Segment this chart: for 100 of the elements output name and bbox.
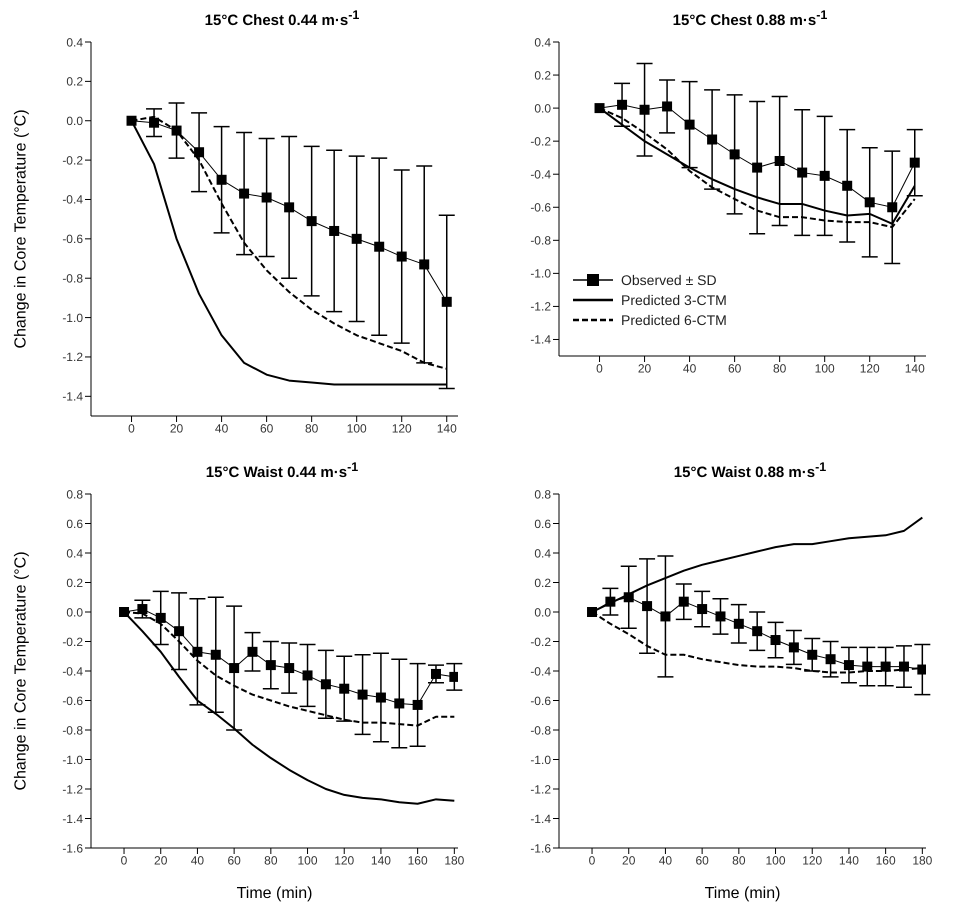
- x-tick-label: 140: [904, 362, 926, 376]
- point: [192, 646, 202, 657]
- point: [697, 604, 708, 614]
- x-tick-label: 20: [154, 854, 168, 868]
- y-tick-label: 0.8: [66, 487, 84, 502]
- point: [216, 174, 227, 185]
- y-tick-label: -1.2: [62, 782, 84, 796]
- y-tick-label: -1.2: [530, 782, 552, 796]
- point: [172, 126, 182, 136]
- x-tick-label: 100: [766, 854, 786, 868]
- point: [339, 684, 350, 694]
- x-tick-label: 120: [392, 422, 412, 436]
- point: [239, 188, 250, 199]
- y-tick-label: 0.0: [66, 114, 84, 128]
- y-tick-label: -0.2: [530, 634, 552, 649]
- y-tick-label: 0.2: [66, 74, 84, 89]
- y-tick-label: -0.4: [62, 664, 84, 678]
- point: [788, 642, 799, 652]
- y-tick-label: -0.6: [62, 232, 84, 246]
- y-tick-label: -0.8: [530, 234, 552, 248]
- point: [752, 626, 762, 636]
- point: [396, 252, 407, 262]
- y-tick-label: 0.4: [534, 546, 552, 560]
- x-tick-label: 40: [190, 854, 204, 868]
- point: [826, 654, 836, 664]
- y-tick-label: -0.4: [530, 167, 552, 182]
- x-axis-title: Time (min): [704, 885, 780, 902]
- point: [605, 596, 616, 607]
- y-tick-label: 0.2: [534, 576, 552, 590]
- x-tick-label: 100: [814, 362, 836, 376]
- x-tick-label: 180: [444, 854, 465, 868]
- point: [149, 118, 160, 128]
- point: [329, 226, 340, 236]
- point: [807, 650, 818, 660]
- x-tick-label: 40: [682, 362, 697, 376]
- point: [394, 698, 404, 708]
- point: [910, 158, 920, 168]
- x-tick-label: 80: [732, 854, 746, 868]
- y-tick-label: 0.2: [534, 68, 552, 82]
- x-tick-label: 40: [658, 854, 672, 868]
- x-tick-label: 20: [622, 854, 636, 868]
- x-tick-label: 80: [772, 362, 787, 376]
- point: [862, 662, 872, 672]
- point: [306, 216, 317, 226]
- legend-label: Observed ± SD: [621, 272, 717, 288]
- x-tick-label: 140: [370, 854, 392, 868]
- y-tick-label: -1.4: [62, 812, 84, 826]
- x-tick-label: 100: [298, 854, 318, 868]
- y-tick-label: -0.8: [62, 271, 84, 286]
- point: [358, 690, 368, 700]
- point: [430, 668, 441, 679]
- x-tick-label: 60: [227, 854, 242, 868]
- x-tick-label: 0: [596, 362, 604, 376]
- y-tick-label: 0.0: [534, 101, 552, 116]
- y-tick-label: -0.6: [530, 694, 552, 708]
- y-tick-label: -0.8: [62, 723, 84, 738]
- x-tick-label: 0: [120, 854, 128, 868]
- point: [229, 663, 240, 674]
- y-tick-label: -1.0: [62, 310, 84, 325]
- point: [734, 618, 744, 629]
- point: [797, 168, 808, 178]
- x-tick-label: 60: [728, 362, 742, 376]
- y-tick-label: -0.2: [62, 153, 84, 168]
- x-tick-label: 120: [860, 362, 880, 376]
- point: [284, 663, 294, 674]
- chart-title: 15°C Waist 0.88 m·s$^{-1}$: [672, 460, 828, 483]
- y-tick-label: -1.6: [62, 841, 84, 856]
- x-tick-label: 20: [170, 422, 184, 436]
- point: [715, 611, 726, 622]
- y-tick-label: -1.6: [530, 841, 552, 856]
- y-tick-label: 0.0: [534, 605, 552, 620]
- point: [887, 202, 898, 212]
- point: [617, 100, 628, 110]
- y-tick-label: -0.8: [530, 723, 552, 738]
- x-tick-label: 140: [436, 422, 458, 436]
- point: [660, 611, 670, 622]
- point: [210, 650, 221, 660]
- y-tick-label: -0.2: [530, 134, 552, 148]
- point: [442, 296, 452, 307]
- y-tick-label: -0.6: [530, 200, 552, 215]
- x-tick-label: 60: [695, 854, 710, 868]
- x-tick-label: 0: [128, 422, 136, 436]
- chart-title: 15°C Waist 0.44 m·s$^{-1}$: [204, 460, 360, 483]
- y-tick-label: -1.0: [530, 752, 552, 767]
- point: [730, 149, 740, 160]
- legend-label: Predicted 3-CTM: [621, 292, 727, 308]
- point: [864, 197, 875, 208]
- point: [820, 170, 830, 181]
- y-tick-label: 0.4: [534, 35, 552, 50]
- point: [352, 234, 362, 244]
- x-tick-label: 120: [802, 854, 823, 868]
- x-tick-label: 140: [838, 854, 860, 868]
- point: [880, 662, 891, 672]
- x-tick-label: 40: [214, 422, 229, 436]
- y-tick-label: 0.0: [66, 605, 84, 620]
- point: [284, 202, 294, 212]
- y-tick-label: 0.2: [66, 576, 84, 590]
- x-axis-title: Time (min): [236, 885, 312, 902]
- y-axis-title: Change in Core Temperature (°C): [12, 109, 30, 349]
- x-tick-label: 0: [588, 854, 596, 868]
